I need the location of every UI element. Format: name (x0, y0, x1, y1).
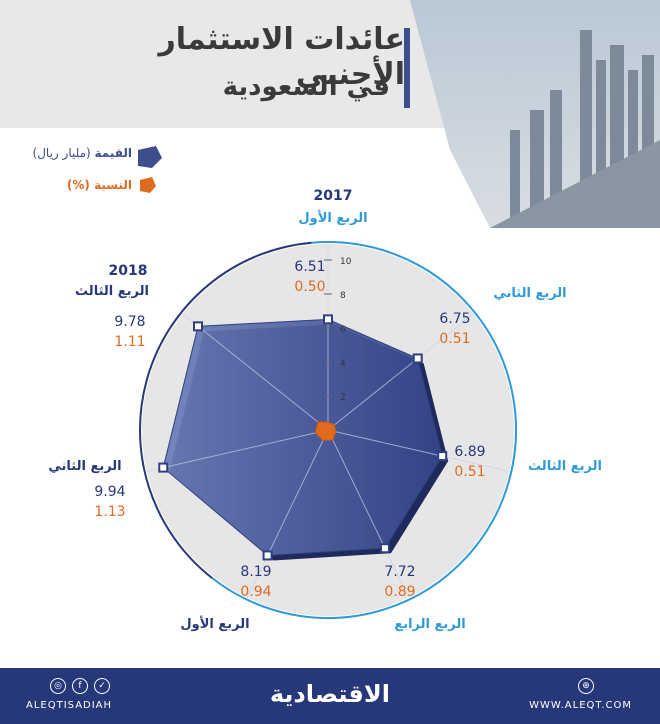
value-label: 8.19 (240, 564, 271, 580)
vertex-marker (262, 550, 273, 561)
ratio-label: 0.94 (240, 584, 271, 600)
year-arc-2017 (211, 241, 517, 619)
value-label: 6.89 (454, 444, 485, 460)
ratio-label: 0.51 (454, 464, 485, 480)
legend-value-unit: (مليار ريال) (32, 146, 91, 160)
radial-tick-label: 6 (340, 325, 346, 335)
year-label-2017: 2017 (314, 188, 353, 204)
radial-tick-label: 4 (340, 359, 346, 369)
radial-tick-label: 8 (340, 291, 346, 301)
value-label: 7.72 (384, 564, 415, 580)
ratio-label: 0.89 (384, 584, 415, 600)
radar-spoke-overlay (327, 313, 474, 431)
radar-spoke-overlay (327, 429, 410, 598)
legend-value-label: القيمة (94, 146, 132, 160)
vertex-marker (193, 321, 204, 332)
title-accent-bar (404, 28, 410, 108)
legend-value: القيمة (مليار ريال) (20, 146, 132, 160)
vertex-marker (158, 462, 169, 473)
radar-spoke-overlay (246, 429, 329, 598)
radar-value-polygon (162, 318, 443, 556)
legend-value-swatch (138, 146, 162, 168)
legend-ratio-swatch (140, 177, 156, 193)
quarter-label: الربع الثالث (528, 459, 602, 474)
vertex-marker (379, 543, 390, 554)
legend-ratio-label: النسبة (%) (66, 178, 132, 192)
quarter-label: الربع الثالث (75, 284, 149, 299)
radar-chart: 2 4 6 8 10 الربع الأول 6.51 0.50 الربع الثاني 6.7… (48, 146, 602, 632)
radial-tick-label: 10 (340, 257, 352, 267)
ratio-label: 1.13 (94, 504, 125, 520)
vertex-marker (323, 314, 333, 325)
footer-brand-logo: الاقتصادية (269, 680, 390, 708)
quarter-label: الربع الثاني (493, 286, 566, 301)
facebook-icon[interactable]: f (72, 678, 88, 694)
twitter-icon[interactable]: ✓ (94, 678, 110, 694)
year-label-2018: 2018 (109, 263, 148, 279)
footer-handle[interactable]: ALEQTISADIAH (26, 700, 113, 711)
radar-ratio-polygon (314, 421, 337, 441)
footer-bar: ◎ f ✓ ALEQTISADIAH الاقتصادية ⊕ WWW.ALEQ… (0, 668, 660, 724)
value-label: 6.75 (439, 311, 470, 327)
vertex-marker (412, 353, 423, 364)
year-arc-2018 (139, 241, 312, 579)
page-title: عائدات الاستثمار الأجنبي (158, 22, 406, 92)
quarter-label: الربع الأول (298, 209, 367, 226)
quarter-label: الربع الرابع (394, 617, 465, 632)
ratio-label: 0.50 (294, 279, 325, 295)
instagram-icon[interactable]: ◎ (50, 678, 66, 694)
footer-site[interactable]: WWW.ALEQT.COM (529, 700, 632, 711)
vertex-marker (437, 451, 448, 462)
value-label: 9.78 (114, 314, 145, 330)
globe-icon[interactable]: ⊕ (578, 678, 594, 694)
quarter-label: الربع الثاني (48, 459, 121, 474)
ratio-label: 0.51 (439, 331, 470, 347)
ratio-label: 1.11 (114, 334, 145, 350)
radar-spoke-overlay (327, 429, 510, 472)
radar-spoke-overlay (182, 313, 329, 431)
radar-spoke-overlay (146, 429, 329, 472)
radial-tick-label: 2 (340, 393, 346, 403)
page-subtitle: في السعودية (222, 72, 390, 102)
value-label: 9.94 (94, 484, 125, 500)
value-label: 6.51 (294, 259, 325, 275)
quarter-label: الربع الأول (180, 615, 249, 632)
city-skyline-image (410, 0, 660, 228)
